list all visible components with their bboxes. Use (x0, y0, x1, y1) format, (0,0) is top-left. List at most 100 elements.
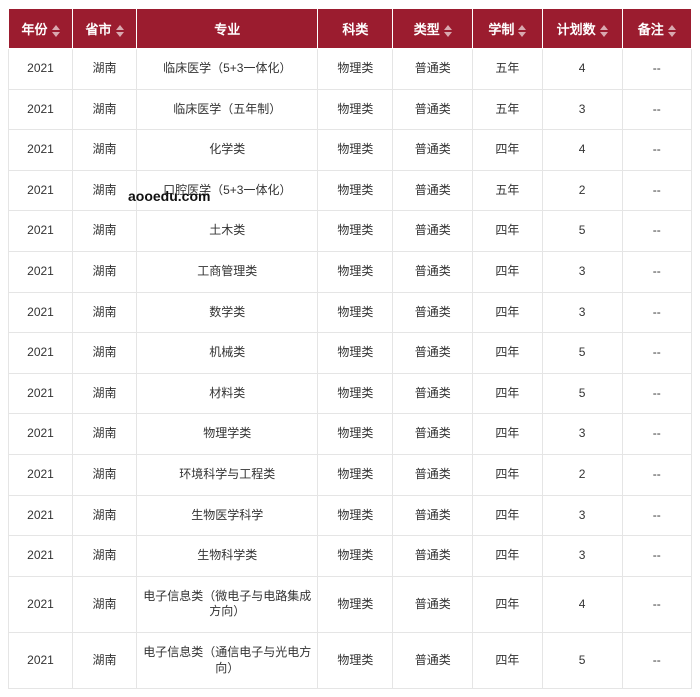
table-cell: 环境科学与工程类 (137, 454, 318, 495)
table-cell: 普通类 (393, 49, 473, 90)
table-cell: -- (622, 89, 691, 130)
table-cell: 3 (542, 414, 622, 455)
column-header[interactable]: 备注 (622, 9, 691, 49)
table-row: 2021湖南工商管理类物理类普通类四年3-- (9, 251, 692, 292)
table-cell: 湖南 (73, 89, 137, 130)
table-cell: 四年 (473, 536, 542, 577)
table-cell: 湖南 (73, 211, 137, 252)
table-cell: -- (622, 251, 691, 292)
table-row: 2021湖南化学类物理类普通类四年4-- (9, 130, 692, 171)
table-cell: 四年 (473, 495, 542, 536)
table-cell: 四年 (473, 211, 542, 252)
table-row: 2021湖南电子信息类（通信电子与光电方向）物理类普通类四年5-- (9, 632, 692, 688)
table-cell: 5 (542, 373, 622, 414)
table-cell: 物理类 (318, 414, 393, 455)
column-header[interactable]: 省市 (73, 9, 137, 49)
table-row: 2021湖南口腔医学（5+3一体化）物理类普通类五年2-- (9, 170, 692, 211)
table-cell: 普通类 (393, 373, 473, 414)
column-header[interactable]: 计划数 (542, 9, 622, 49)
sort-icon[interactable] (668, 25, 676, 37)
table-cell: 物理类 (318, 454, 393, 495)
column-header-label: 计划数 (557, 22, 596, 37)
table-cell: 2021 (9, 251, 73, 292)
table-cell: 普通类 (393, 89, 473, 130)
column-header-label: 类型 (414, 22, 440, 37)
table-cell: -- (622, 373, 691, 414)
table-cell: 2021 (9, 536, 73, 577)
table-cell: 物理类 (318, 536, 393, 577)
table-cell: 物理类 (318, 576, 393, 632)
table-row: 2021湖南电子信息类（微电子与电路集成方向）物理类普通类四年4-- (9, 576, 692, 632)
table-row: 2021湖南材料类物理类普通类四年5-- (9, 373, 692, 414)
table-cell: 2021 (9, 49, 73, 90)
table-cell: 四年 (473, 414, 542, 455)
table-cell: 湖南 (73, 454, 137, 495)
table-cell: 数学类 (137, 292, 318, 333)
table-cell: 普通类 (393, 632, 473, 688)
table-cell: 2 (542, 170, 622, 211)
table-cell: 工商管理类 (137, 251, 318, 292)
table-cell: 四年 (473, 632, 542, 688)
table-cell: -- (622, 414, 691, 455)
table-cell: -- (622, 211, 691, 252)
table-cell: 普通类 (393, 251, 473, 292)
enrollment-plan-table: 年份省市专业科类类型学制计划数备注 2021湖南临床医学（5+3一体化）物理类普… (8, 8, 692, 689)
table-cell: 2 (542, 454, 622, 495)
table-cell: 物理类 (318, 49, 393, 90)
table-cell: 3 (542, 292, 622, 333)
sort-icon[interactable] (52, 25, 60, 37)
table-cell: 4 (542, 576, 622, 632)
table-cell: 四年 (473, 454, 542, 495)
column-header-label: 年份 (22, 22, 48, 37)
column-header-label: 备注 (638, 22, 664, 37)
table-cell: 物理类 (318, 130, 393, 171)
table-cell: 化学类 (137, 130, 318, 171)
column-header[interactable]: 类型 (393, 9, 473, 49)
table-cell: 普通类 (393, 130, 473, 171)
sort-icon[interactable] (600, 25, 608, 37)
table-cell: 3 (542, 495, 622, 536)
table-cell: 物理类 (318, 170, 393, 211)
table-cell: 湖南 (73, 292, 137, 333)
table-cell: 5 (542, 333, 622, 374)
table-cell: 3 (542, 251, 622, 292)
table-row: 2021湖南临床医学（5+3一体化）物理类普通类五年4-- (9, 49, 692, 90)
table-cell: 机械类 (137, 333, 318, 374)
table-cell: 5 (542, 211, 622, 252)
table-cell: 2021 (9, 89, 73, 130)
table-cell: 湖南 (73, 414, 137, 455)
table-cell: -- (622, 632, 691, 688)
table-cell: -- (622, 576, 691, 632)
column-header[interactable]: 学制 (473, 9, 542, 49)
column-header-label: 省市 (86, 22, 112, 37)
table-cell: 生物科学类 (137, 536, 318, 577)
table-cell: 口腔医学（5+3一体化） (137, 170, 318, 211)
column-header[interactable]: 年份 (9, 9, 73, 49)
sort-icon[interactable] (116, 25, 124, 37)
table-cell: -- (622, 292, 691, 333)
column-header-label: 专业 (214, 22, 240, 37)
table-cell: 2021 (9, 495, 73, 536)
table-row: 2021湖南生物医学科学物理类普通类四年3-- (9, 495, 692, 536)
table-cell: 2021 (9, 170, 73, 211)
sort-icon[interactable] (518, 25, 526, 37)
table-cell: 电子信息类（通信电子与光电方向） (137, 632, 318, 688)
table-cell: 湖南 (73, 333, 137, 374)
table-cell: 五年 (473, 49, 542, 90)
table-row: 2021湖南机械类物理类普通类四年5-- (9, 333, 692, 374)
table-cell: 物理类 (318, 495, 393, 536)
table-cell: 3 (542, 536, 622, 577)
table-cell: 物理类 (318, 89, 393, 130)
table-cell: 2021 (9, 454, 73, 495)
table-cell: 物理类 (318, 333, 393, 374)
table-cell: -- (622, 495, 691, 536)
table-cell: -- (622, 333, 691, 374)
table-row: 2021湖南生物科学类物理类普通类四年3-- (9, 536, 692, 577)
table-cell: 普通类 (393, 454, 473, 495)
table-cell: 5 (542, 632, 622, 688)
table-cell: -- (622, 49, 691, 90)
table-cell: 湖南 (73, 536, 137, 577)
table-cell: 2021 (9, 130, 73, 171)
table-cell: 普通类 (393, 170, 473, 211)
sort-icon[interactable] (444, 25, 452, 37)
